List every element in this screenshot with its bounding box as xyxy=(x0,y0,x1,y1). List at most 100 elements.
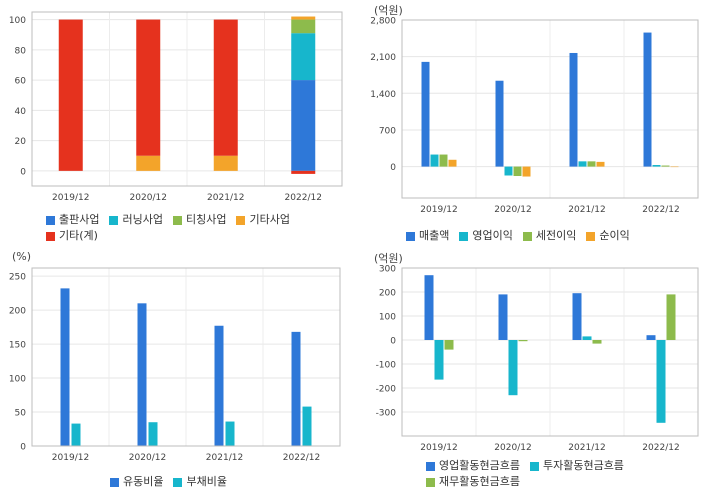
legend-item: 순이익 xyxy=(586,228,630,244)
y-tick-label: 0 xyxy=(390,337,396,347)
y-tick-label: 20 xyxy=(15,137,27,147)
legend-label: 기타사업 xyxy=(249,213,290,226)
bar xyxy=(495,80,504,167)
chart-legend: 매출액 영업이익 세전이익 순이익 xyxy=(406,228,630,244)
legend-label: 매출액 xyxy=(419,229,450,242)
legend-swatch xyxy=(173,477,183,487)
bar xyxy=(448,159,457,167)
plot-frame xyxy=(31,267,341,447)
legend-swatch xyxy=(426,477,435,487)
chart-legend: 출판사업 러닝사업 티칭사업 기타사업 기타(계) xyxy=(46,212,290,244)
legend-swatch xyxy=(110,477,119,487)
plot-frame xyxy=(31,11,343,187)
y-tick-label: -200 xyxy=(376,385,397,395)
legend-swatch xyxy=(522,231,532,241)
bar xyxy=(291,331,301,446)
y-tick-label: 100 xyxy=(9,16,26,26)
bar xyxy=(58,19,83,171)
bar xyxy=(444,340,454,350)
ratio-chart: (%) 0 50 100 150 200 250 2019/12 2020/12 2021/12… xyxy=(0,248,360,496)
legend-swatch xyxy=(109,215,119,225)
y-tick-label: 100 xyxy=(9,375,26,385)
legend-swatch xyxy=(172,215,182,225)
y-tick-label: 0 xyxy=(390,163,396,173)
y-tick-label: 250 xyxy=(9,273,26,283)
bar xyxy=(291,19,316,34)
y-tick-label: 40 xyxy=(15,107,27,117)
cashflow-chart: (억원) -300 -200 -100 0 100 200 300 2019/12 2020/1… xyxy=(360,248,720,496)
bar xyxy=(225,421,235,446)
legend-swatch xyxy=(459,231,469,241)
bar xyxy=(291,80,316,171)
legend-swatch xyxy=(236,215,246,225)
bar xyxy=(136,155,161,171)
y-tick-label: 50 xyxy=(15,409,27,419)
legend-row: 재무활동현금흐름 xyxy=(426,474,624,490)
legend-label: 유동비율 xyxy=(123,475,164,488)
legend-row: 유동비율 부채비율 xyxy=(110,474,227,490)
legend-label: 출판사업 xyxy=(59,213,100,226)
legend-label: 영업활동현금흐름 xyxy=(439,459,520,472)
x-tick-label: 2021/12 xyxy=(568,205,605,215)
y-tick-label: 200 xyxy=(379,289,396,299)
bar xyxy=(656,340,666,423)
bar xyxy=(652,165,661,167)
bar xyxy=(661,165,670,167)
bar xyxy=(587,161,596,167)
y-tick-label: 700 xyxy=(379,126,396,136)
legend-label: 티칭사업 xyxy=(185,213,227,226)
bar xyxy=(643,32,652,167)
legend-label: 기타(계) xyxy=(59,229,98,242)
legend-row: 매출액 영업이익 세전이익 순이익 xyxy=(406,228,630,244)
bar xyxy=(666,294,676,340)
y-tick-label: 2,100 xyxy=(370,53,396,63)
plot-frame xyxy=(401,267,699,437)
x-tick-label: 2022/12 xyxy=(642,443,679,453)
bar xyxy=(504,166,513,176)
legend-label: 순이익 xyxy=(599,229,630,242)
chart-plot: 0 50 100 150 200 250 2019/12 2020/12 2021/12 2022… xyxy=(9,267,341,463)
legend-item: 부채비율 xyxy=(173,474,227,490)
y-tick-label: 60 xyxy=(15,77,27,87)
legend-item: 영업이익 xyxy=(459,228,513,244)
bar xyxy=(60,288,70,446)
chart-unit: (억원) xyxy=(374,252,403,265)
x-tick-label: 2021/12 xyxy=(568,443,605,453)
x-tick-label: 2021/12 xyxy=(207,193,244,203)
chart-legend: 영업활동현금흐름 투자활동현금흐름 재무활동현금흐름 xyxy=(426,458,624,490)
bar xyxy=(213,19,238,156)
legend-item: 매출액 xyxy=(406,228,449,244)
bar xyxy=(302,406,312,446)
bar xyxy=(439,154,448,167)
bar xyxy=(592,340,602,344)
legend-item: 출판사업 xyxy=(46,212,99,228)
legend-row: 영업활동현금흐름 투자활동현금흐름 xyxy=(426,458,624,474)
bar xyxy=(213,155,238,171)
legend-item: 티칭사업 xyxy=(172,212,227,228)
bar xyxy=(71,423,81,446)
legend-swatch xyxy=(46,215,55,225)
bar xyxy=(670,166,679,168)
bar xyxy=(214,325,224,446)
bar xyxy=(518,340,528,342)
legend-swatch xyxy=(586,231,596,241)
x-tick-label: 2020/12 xyxy=(494,205,531,215)
y-tick-label: 200 xyxy=(9,307,26,317)
chart-unit: (억원) xyxy=(374,4,403,17)
legend-item: 기타(계) xyxy=(46,228,98,244)
bar xyxy=(430,154,439,167)
plot-frame xyxy=(401,19,699,199)
x-tick-label: 2019/12 xyxy=(52,193,89,203)
bar xyxy=(569,52,578,167)
x-tick-label: 2020/12 xyxy=(129,453,166,463)
bar xyxy=(582,336,592,340)
legend-row: 기타(계) xyxy=(46,228,290,244)
x-tick-label: 2021/12 xyxy=(206,453,243,463)
segment-revenue-chart: 0 20 40 60 80 100 2019/12 2020/12 2021/12 2022/12… xyxy=(0,0,360,248)
x-tick-label: 2020/12 xyxy=(494,443,531,453)
x-tick-label: 2019/12 xyxy=(420,205,457,215)
y-tick-label: 150 xyxy=(9,341,26,351)
y-tick-label: 1,400 xyxy=(370,90,396,100)
bar xyxy=(291,170,316,174)
bar xyxy=(513,166,522,177)
